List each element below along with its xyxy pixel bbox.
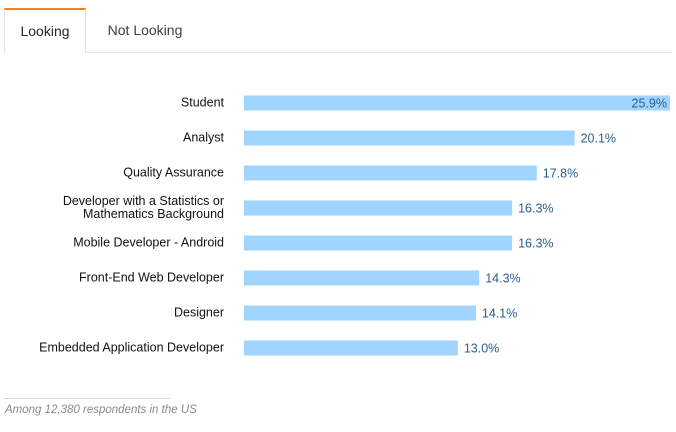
value-label: 25.9% [632,96,667,110]
tab-bar: Looking Not Looking [4,8,672,53]
bar [244,270,480,286]
footnote: Among 12,380 respondents in the US [5,404,197,416]
value-label: 17.8% [543,166,578,180]
bar [244,95,670,111]
value-label: 16.3% [518,236,553,250]
category-label: Designer [174,305,224,319]
category-label: Student [181,95,225,109]
value-label: 16.3% [518,201,553,215]
value-label: 13.0% [464,341,499,355]
bar [244,305,476,321]
bar [244,200,513,216]
bar [244,340,458,356]
bar [244,130,575,146]
value-label: 14.3% [485,271,520,285]
category-label: Mobile Developer - Android [73,235,224,249]
tab-looking[interactable]: Looking [4,8,86,53]
category-label: Quality Assurance [123,165,224,179]
category-label: Developer with a Statistics or Mathematic… [63,194,224,221]
category-label: Analyst [183,130,225,144]
bar [244,165,537,181]
category-label: Embedded Application Developer [39,340,224,354]
category-label: Front-End Web Developer [79,270,224,284]
tab-not-looking[interactable]: Not Looking [107,22,183,38]
bar [244,235,513,251]
value-label: 14.1% [482,306,517,320]
value-label: 20.1% [581,131,616,145]
footnote-divider [4,398,170,399]
